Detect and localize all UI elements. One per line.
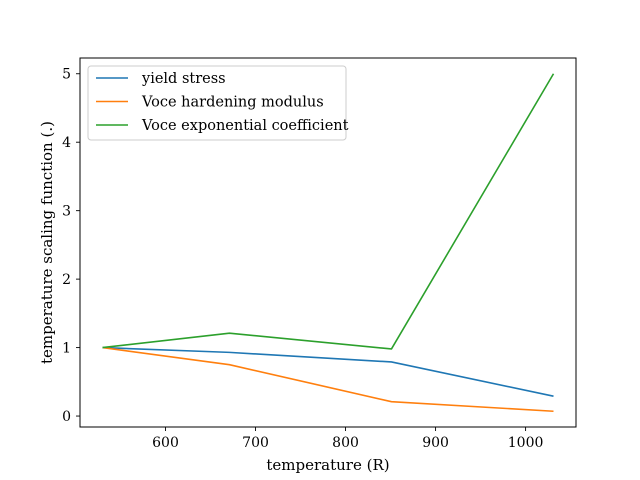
series-layer [102,73,555,413]
series-line-0 [102,346,554,397]
legend-label-1: Voce hardening modulus [141,95,324,111]
y-tick-label: 2 [62,272,71,288]
legend-label-2: Voce exponential coefficient [141,118,349,134]
x-tick-label: 1000 [508,435,544,451]
x-tick-label: 800 [332,435,359,451]
y-axis-label: temperature scaling function (.) [38,121,56,364]
y-tick-label: 5 [62,67,71,83]
x-axis-label: temperature (R) [266,456,389,474]
plot-frame [79,57,577,428]
legend-label-0: yield stress [141,71,226,87]
y-tick-label: 3 [62,204,71,220]
x-tick-label: 700 [242,435,269,451]
legend: yield stress Voce hardening modulus Voce e… [87,65,349,141]
x-axis: 600 700 800 900 1000 [152,427,543,451]
x-tick-label: 600 [152,435,179,451]
legend-box [87,65,347,141]
series-line-1 [102,346,554,413]
y-tick-label: 1 [62,341,71,357]
series-line-2 [102,73,555,350]
y-tick-label: 4 [62,135,71,151]
y-tick-label: 0 [62,409,71,425]
x-tick-label: 900 [422,435,449,451]
y-axis: 0 1 2 3 4 5 [62,67,80,425]
